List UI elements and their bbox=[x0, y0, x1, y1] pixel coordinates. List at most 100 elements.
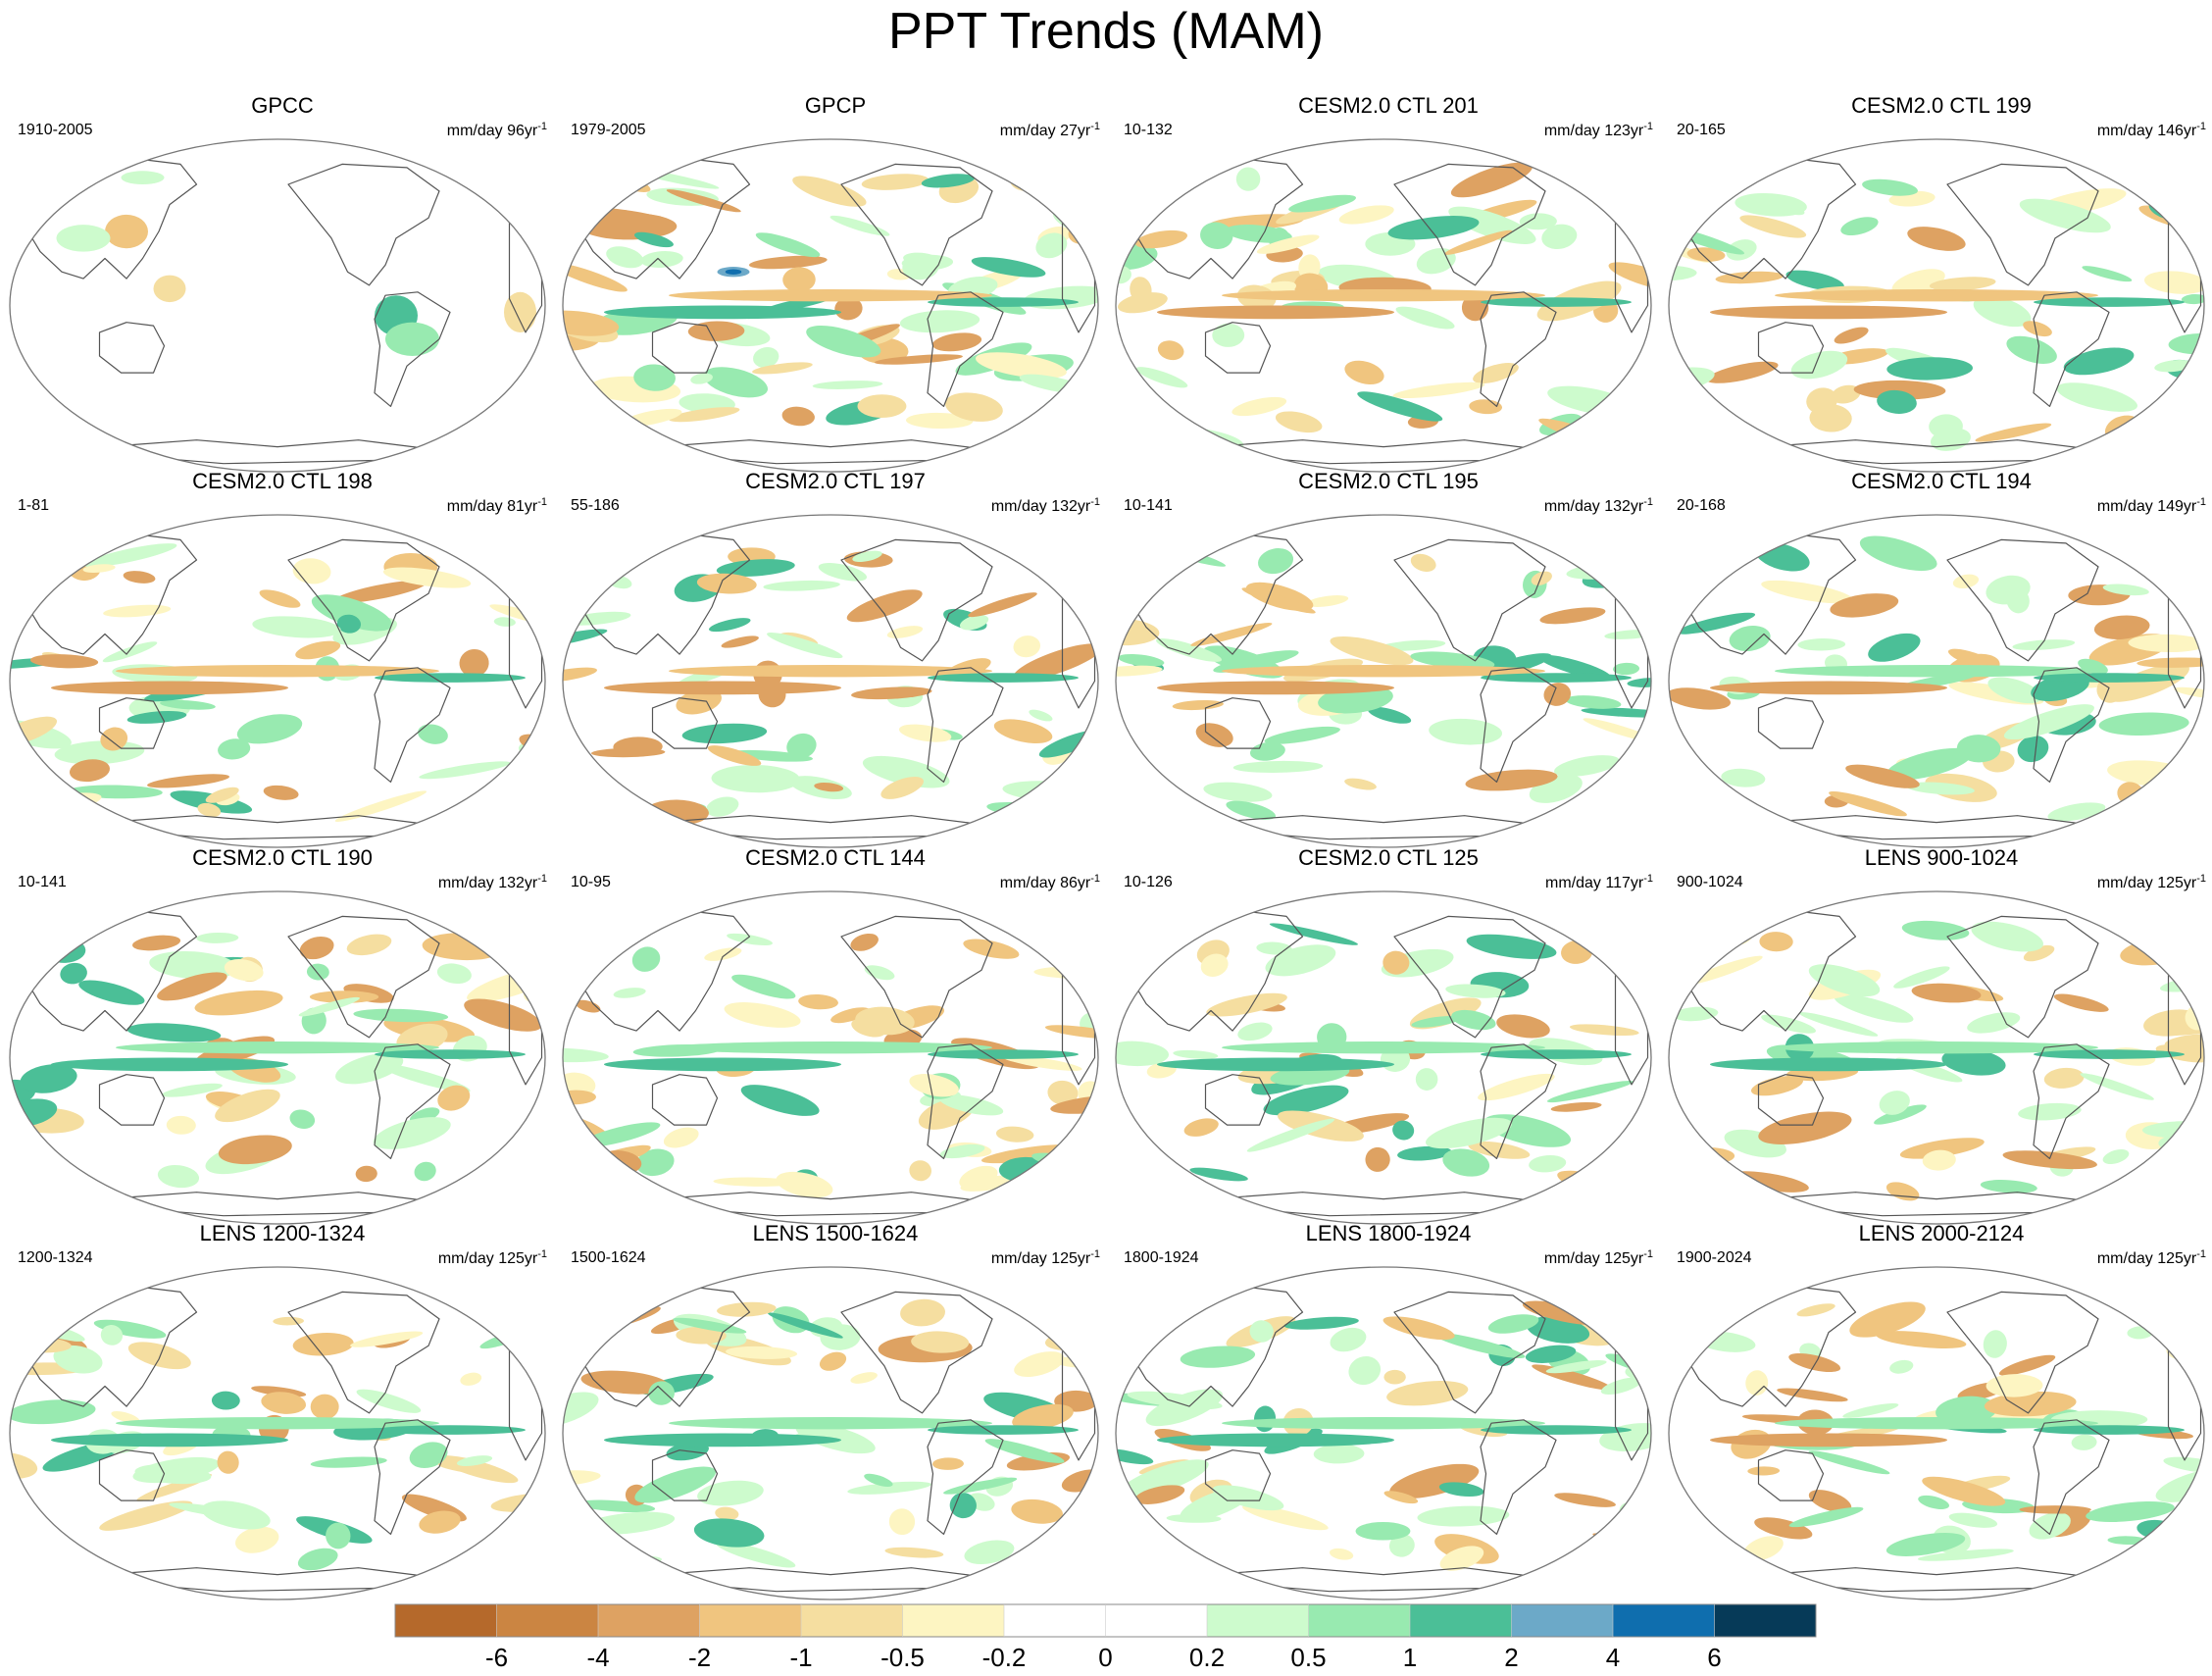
map-outline bbox=[1668, 1266, 2205, 1600]
trend-map bbox=[1115, 1266, 1652, 1600]
panel-year-range: 10-141 bbox=[1124, 497, 1173, 514]
colorbar-segment bbox=[801, 1604, 903, 1637]
panel-title: LENS 1800-1924 bbox=[1305, 1221, 1472, 1245]
colorbar-segment bbox=[699, 1604, 802, 1637]
map-outline bbox=[562, 1266, 1099, 1600]
trend-map bbox=[9, 890, 546, 1225]
panel-year-range: 10-141 bbox=[18, 874, 67, 890]
trend-map bbox=[1668, 138, 2205, 473]
trend-map bbox=[562, 890, 1099, 1225]
trend-map bbox=[562, 1266, 1099, 1600]
map-panel: GPCC 1910-2005 mm/day 96yr-1 bbox=[8, 93, 557, 473]
panel-units-label: mm/day 132yr-1 bbox=[1543, 496, 1653, 515]
panel-year-range: 1500-1624 bbox=[571, 1249, 646, 1266]
panel-units-label: mm/day 117yr-1 bbox=[1545, 873, 1653, 891]
panel-units-label: mm/day 81yr-1 bbox=[446, 496, 547, 515]
trend-map bbox=[9, 1266, 546, 1600]
panel-year-range: 10-132 bbox=[1124, 122, 1173, 138]
colorbar-tick-label: 0 bbox=[1098, 1643, 1112, 1672]
colorbar-segment bbox=[1511, 1604, 1614, 1637]
trend-map bbox=[1668, 1266, 2205, 1600]
trend-map bbox=[1668, 514, 2205, 848]
trend-field bbox=[1116, 515, 1651, 847]
panel-title: CESM2.0 CTL 197 bbox=[745, 469, 926, 493]
colorbar-tick-label: -0.2 bbox=[982, 1643, 1027, 1672]
panel-year-range: 1800-1924 bbox=[1124, 1249, 1199, 1266]
panel-year-range: 20-165 bbox=[1677, 122, 1726, 138]
trend-map bbox=[9, 514, 546, 848]
panel-year-range: 1900-2024 bbox=[1677, 1249, 1752, 1266]
colorbar-tick-label: -4 bbox=[586, 1643, 609, 1672]
map-panel: CESM2.0 CTL 125 10-126 mm/day 117yr-1 bbox=[1114, 845, 1663, 1225]
panel-title: CESM2.0 CTL 198 bbox=[192, 469, 373, 493]
panel-title: CESM2.0 CTL 125 bbox=[1298, 845, 1479, 870]
map-panel: CESM2.0 CTL 199 20-165 mm/day 146yr-1 bbox=[1667, 93, 2212, 473]
map-outline bbox=[1668, 890, 2205, 1225]
trend-field bbox=[1669, 515, 2204, 847]
map-outline bbox=[1115, 890, 1652, 1225]
panel-title: CESM2.0 CTL 201 bbox=[1298, 93, 1479, 118]
panel-year-range: 10-126 bbox=[1124, 874, 1173, 890]
trend-field bbox=[10, 139, 545, 472]
map-panel: LENS 1200-1324 1200-1324 mm/day 125yr-1 bbox=[8, 1221, 557, 1600]
trend-field bbox=[563, 891, 1098, 1224]
map-outline bbox=[9, 514, 546, 848]
map-outline bbox=[1668, 514, 2205, 848]
trend-field bbox=[563, 515, 1098, 847]
colorbar-segment bbox=[1410, 1604, 1512, 1637]
panel-title: LENS 1200-1324 bbox=[199, 1221, 366, 1245]
colorbar-tick-label: -0.5 bbox=[880, 1643, 925, 1672]
colorbar-tick-label: 2 bbox=[1504, 1643, 1518, 1672]
panel-units-label: mm/day 27yr-1 bbox=[999, 121, 1100, 139]
panel-units-label: mm/day 149yr-1 bbox=[2096, 496, 2206, 515]
map-outline bbox=[1115, 514, 1652, 848]
panel-year-range: 900-1024 bbox=[1677, 874, 1743, 890]
map-outline bbox=[562, 138, 1099, 473]
map-outline bbox=[1115, 138, 1652, 473]
panel-units-label: mm/day 96yr-1 bbox=[446, 121, 547, 139]
trend-map bbox=[1115, 514, 1652, 848]
colorbar-segment bbox=[1004, 1604, 1106, 1637]
panel-units-label: mm/day 86yr-1 bbox=[999, 873, 1100, 891]
panel-year-range: 20-168 bbox=[1677, 497, 1726, 514]
panel-units-label: mm/day 125yr-1 bbox=[2096, 873, 2206, 891]
map-panel: CESM2.0 CTL 201 10-132 mm/day 123yr-1 bbox=[1114, 93, 1663, 473]
trend-map bbox=[1115, 890, 1652, 1225]
panel-units-label: mm/day 125yr-1 bbox=[2096, 1248, 2206, 1267]
map-panel: CESM2.0 CTL 190 10-141 mm/day 132yr-1 bbox=[8, 845, 557, 1225]
panel-title: CESM2.0 CTL 190 bbox=[192, 845, 373, 870]
colorbar-segment bbox=[1714, 1604, 1817, 1637]
panel-title: CESM2.0 CTL 199 bbox=[1851, 93, 2032, 118]
panel-title: CESM2.0 CTL 195 bbox=[1298, 469, 1479, 493]
colorbar-segment bbox=[1105, 1604, 1208, 1637]
map-outline bbox=[562, 514, 1099, 848]
trend-map bbox=[562, 138, 1099, 473]
colorbar-segment bbox=[395, 1604, 497, 1637]
trend-field bbox=[1669, 1267, 2204, 1600]
colorbar-segment bbox=[598, 1604, 700, 1637]
panel-year-range: 1910-2005 bbox=[18, 122, 93, 138]
map-panel: LENS 1800-1924 1800-1924 mm/day 125yr-1 bbox=[1114, 1221, 1663, 1600]
panel-units-label: mm/day 125yr-1 bbox=[1543, 1248, 1653, 1267]
figure-title: PPT Trends (MAM) bbox=[887, 3, 1324, 60]
map-outline bbox=[1115, 1266, 1652, 1600]
trend-field bbox=[1116, 1267, 1651, 1600]
map-outline bbox=[9, 890, 546, 1225]
colorbar-tick-label: 0.2 bbox=[1189, 1643, 1225, 1672]
colorbar-tick-label: 6 bbox=[1707, 1643, 1721, 1672]
panel-title: GPCC bbox=[251, 93, 314, 118]
panel-year-range: 1979-2005 bbox=[571, 122, 646, 138]
colorbar-tick-label: -1 bbox=[789, 1643, 812, 1672]
map-outline bbox=[562, 890, 1099, 1225]
panel-units-label: mm/day 132yr-1 bbox=[437, 873, 547, 891]
map-panel: LENS 1500-1624 1500-1624 mm/day 125yr-1 bbox=[561, 1221, 1110, 1600]
trend-map bbox=[1668, 890, 2205, 1225]
colorbar: -6 -4 -2 -1 -0.5 -0.2 0 0.2 0.5 1 2 4 6 bbox=[394, 1603, 1817, 1672]
panel-units-label: mm/day 146yr-1 bbox=[2096, 121, 2206, 139]
colorbar-segment bbox=[1308, 1604, 1411, 1637]
map-panel: CESM2.0 CTL 198 1-81 mm/day 81yr-1 bbox=[8, 469, 557, 848]
colorbar-tick-label: -6 bbox=[485, 1643, 508, 1672]
panel-year-range: 10-95 bbox=[571, 874, 611, 890]
panel-title: LENS 900-1024 bbox=[1864, 845, 2019, 870]
map-panel: LENS 900-1024 900-1024 mm/day 125yr-1 bbox=[1667, 845, 2212, 1225]
